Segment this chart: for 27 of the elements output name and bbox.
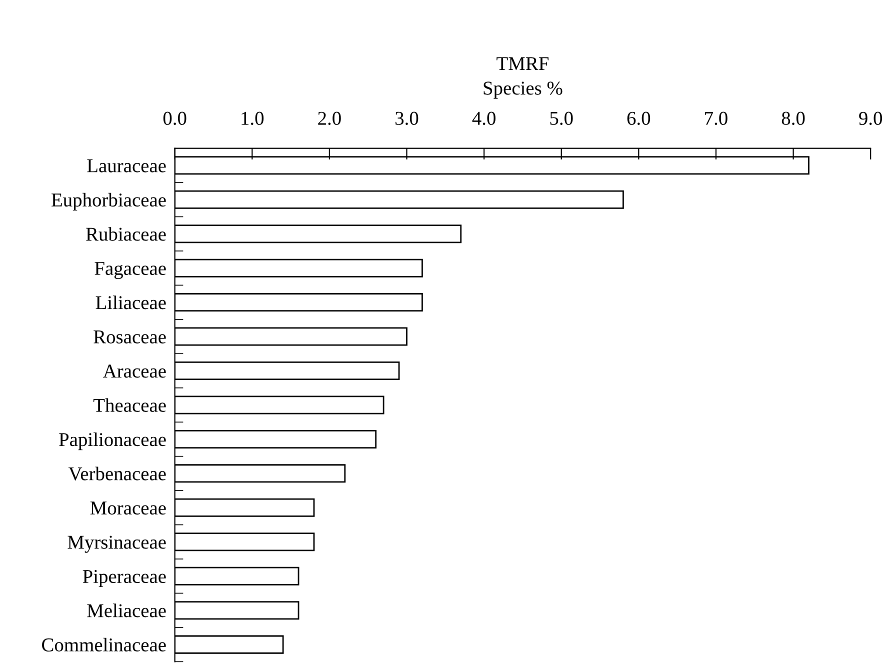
y-tick-label: Rubiaceae (86, 227, 166, 241)
y-tick-label: Euphorbiaceae (52, 192, 166, 211)
x-tick-label: 6.0 (627, 112, 650, 125)
chart-title: TMRF (496, 57, 548, 70)
y-tick-label: Commelinaceae (42, 638, 166, 652)
y-tick-label: Lauraceae (87, 159, 166, 172)
x-tick-label: 0.0 (163, 112, 186, 125)
y-tick-label: Liliaceae (96, 296, 166, 310)
y-tick-label: Meliaceae (87, 604, 166, 618)
x-tick-label: 2.0 (318, 112, 341, 125)
x-tick-label: 4.0 (472, 112, 496, 125)
x-tick-label: 5.0 (550, 112, 573, 125)
x-tick-label: 8.0 (782, 112, 805, 125)
y-tick-label: Papilionaceae (59, 432, 166, 450)
y-tick-label: Theaceae (93, 398, 166, 412)
y-tick-label: Moraceae (90, 502, 166, 515)
x-tick-label: 3.0 (396, 112, 418, 125)
x-axis-title: Species % (484, 82, 562, 99)
x-tick-label: 9.0 (859, 112, 882, 125)
y-tick-label: Rosaceae (94, 330, 166, 344)
y-tick-label: Myrsinaceae (68, 536, 166, 553)
x-tick-label: 1.0 (242, 112, 264, 125)
y-tick-label: Piperaceae (82, 570, 166, 587)
y-tick-label: Fagaceae (94, 262, 166, 279)
x-tick-label: 7.0 (705, 112, 728, 125)
y-tick-label: Araceae (103, 364, 166, 378)
y-tick-label: Verbenaceae (68, 466, 166, 480)
